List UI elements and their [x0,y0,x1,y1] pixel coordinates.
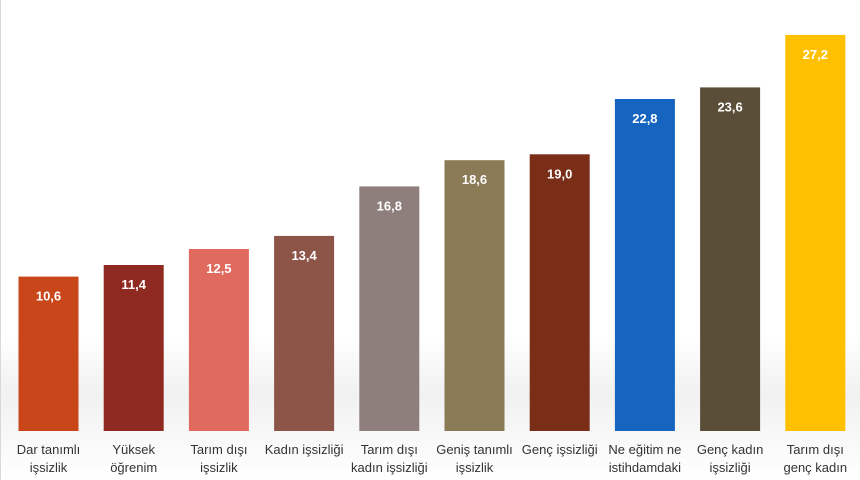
category-label-8: Ne eğitim ne istihdamdaki [608,442,681,475]
category-labels-group: Dar tanımlı işsizlik Yüksek öğrenim Tarım dı… [17,442,847,475]
value-label-7: 19,0 [547,166,572,181]
value-label-6: 18,6 [462,172,487,187]
category-label-line: Tarım dışı [361,442,418,457]
bar-7 [529,154,590,432]
category-label-9: Genç kadın işsizliği [697,442,764,475]
value-label-1: 10,6 [36,289,61,304]
category-label-5: Tarım dışı kadın işsizliği [351,442,428,475]
bar-3 [188,249,249,431]
category-label-line: kadın işsizliği [351,460,428,475]
category-label-line: Genç işsizliği [522,442,598,457]
value-label-9: 23,6 [717,99,742,114]
value-labels-group: 10,6 11,4 12,5 13,4 16,8 18,6 19,0 22,8 23,6 27,2 [36,47,828,304]
category-label-line: Kadın işsizliği [265,442,344,457]
bar-9 [700,87,761,432]
category-label-3: Tarım dışı işsizlik [190,442,247,475]
category-label-line: Geniş tanımlı [436,442,513,457]
value-label-2: 11,4 [121,277,146,292]
bar-1 [18,276,79,431]
value-label-10: 27,2 [803,47,828,62]
bar-4 [274,235,335,431]
category-label-line: öğrenim [110,460,157,475]
value-label-4: 13,4 [291,248,317,263]
value-label-5: 16,8 [377,198,402,213]
category-label-6: Geniş tanımlı işsizlik [436,442,513,475]
category-label-line: işsizlik [30,460,68,475]
category-label-2: Yüksek öğrenim [110,442,157,475]
value-label-8: 22,8 [632,111,657,126]
bar-8 [614,99,675,431]
category-label-line: işsizliği [710,460,751,475]
bars-group [18,34,846,432]
category-label-line: Ne eğitim ne [608,442,681,457]
category-label-line: Genç kadın [697,442,764,457]
category-label-7: Genç işsizliği [522,442,598,457]
category-label-line: işsizlik [456,460,494,475]
category-label-line: Tarım dışı [190,442,247,457]
category-label-line: Dar tanımlı [17,442,81,457]
category-label-4: Kadın işsizliği [265,442,344,457]
category-label-line: Tarım dışı [787,442,844,457]
value-label-3: 12,5 [206,261,231,276]
category-label-10: Tarım dışı genç kadın [783,442,847,475]
category-label-1: Dar tanımlı işsizlik [17,442,81,475]
category-label-line: genç kadın [783,460,847,475]
bar-6 [444,160,505,431]
bar-10 [785,34,846,432]
category-label-line: istihdamdaki [609,460,681,475]
category-label-line: işsizlik [200,460,238,475]
bar-5 [359,186,420,431]
category-label-line: Yüksek [112,442,155,457]
bar-2 [103,265,164,431]
